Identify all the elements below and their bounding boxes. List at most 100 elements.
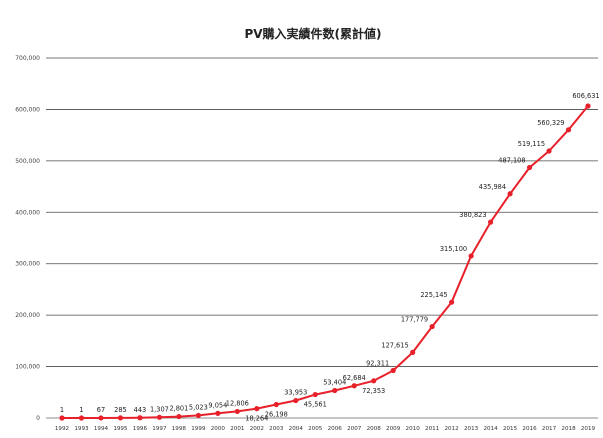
data-label: 62,684	[343, 374, 366, 382]
data-point	[254, 406, 260, 412]
gridlines	[46, 57, 598, 419]
data-label: 2,801	[169, 405, 188, 413]
x-tick-label: 2004	[289, 426, 304, 432]
data-point	[546, 148, 552, 154]
x-tick-label: 1993	[74, 426, 89, 432]
data-label: 443	[134, 406, 147, 414]
data-label: 12,806	[226, 399, 249, 407]
data-label: 380,823	[459, 211, 486, 219]
data-point	[273, 401, 279, 408]
x-tick-label: 2003	[269, 426, 284, 432]
x-tick-label: 1999	[191, 426, 206, 432]
y-tick-label: 400,000	[15, 209, 40, 216]
data-label: 18,264	[245, 415, 268, 423]
data-point	[195, 412, 201, 419]
x-tick-label: 2016	[522, 426, 537, 432]
x-tick-label: 2006	[328, 426, 343, 432]
data-label: 606,631	[572, 92, 599, 100]
data-point	[215, 410, 221, 416]
x-tick-label: 2017	[542, 426, 557, 432]
x-tick-label: 2012	[445, 426, 459, 432]
data-label: 33,953	[284, 389, 307, 397]
data-point	[234, 408, 240, 415]
x-tick-label: 2001	[230, 426, 245, 432]
x-tick-label: 1995	[113, 426, 128, 432]
data-point	[117, 415, 124, 421]
data-point	[526, 164, 533, 171]
data-point	[565, 127, 572, 133]
data-point	[487, 219, 494, 225]
data-point	[390, 367, 396, 374]
x-tick-label: 2014	[483, 426, 498, 432]
x-axis-tick-labels: 1992 1993 1994 1995 1996 1997 1998 1999 2000 2001…	[55, 426, 596, 432]
x-tick-label: 2019	[581, 426, 596, 432]
data-label: 225,145	[420, 291, 447, 299]
data-point	[410, 349, 416, 355]
data-point	[98, 415, 104, 421]
y-tick-label: 700,000	[15, 55, 40, 62]
data-point	[156, 414, 163, 420]
data-label: 519,115	[518, 140, 545, 148]
data-point	[507, 191, 513, 197]
data-label: 53,404	[323, 379, 346, 387]
data-label: 285	[114, 406, 127, 414]
data-point	[371, 378, 377, 384]
x-tick-label: 2002	[250, 426, 264, 432]
x-tick-label: 2013	[464, 426, 479, 432]
x-tick-label: 2008	[367, 426, 382, 432]
data-label: 9,054	[208, 401, 227, 409]
y-axis-tick-labels: 0 100,000 200,000 300,000 400,000 500,000 600,…	[15, 55, 40, 422]
data-label: 92,311	[366, 360, 389, 368]
data-point	[293, 397, 299, 404]
data-point	[59, 415, 65, 421]
y-tick-label: 600,000	[15, 106, 40, 113]
data-label: 45,561	[304, 401, 327, 409]
data-label: 1	[60, 406, 64, 414]
x-tick-label: 2000	[211, 426, 226, 432]
data-point	[78, 415, 85, 421]
data-label: 127,615	[381, 341, 408, 349]
data-point	[468, 253, 474, 259]
x-tick-label: 1998	[172, 426, 187, 432]
data-point	[312, 391, 318, 398]
data-label: 560,329	[537, 119, 564, 127]
data-label: 487,108	[498, 156, 525, 164]
y-tick-label: 200,000	[15, 312, 40, 319]
data-label: 435,984	[479, 183, 506, 191]
x-tick-label: 1994	[94, 426, 109, 432]
data-label: 1,307	[150, 405, 169, 413]
data-label: 26,198	[265, 411, 288, 419]
data-label: 72,353	[362, 387, 385, 395]
x-tick-label: 1996	[133, 426, 148, 432]
x-tick-label: 2011	[425, 426, 440, 432]
x-tick-label: 2005	[308, 426, 323, 432]
data-point	[332, 387, 338, 394]
data-label: 177,779	[401, 316, 428, 324]
data-point	[137, 415, 143, 421]
x-tick-label: 2010	[406, 426, 421, 432]
data-label: 5,023	[189, 403, 208, 411]
data-point	[585, 103, 591, 109]
y-tick-label: 100,000	[15, 364, 40, 371]
chart-title: PV購入実績件数(累計値)	[244, 26, 381, 41]
series-line	[62, 105, 589, 419]
data-point	[351, 383, 357, 389]
data-label: 315,100	[440, 245, 467, 253]
data-point	[176, 413, 182, 420]
x-tick-label: 2007	[347, 426, 362, 432]
y-tick-label: 500,000	[15, 158, 40, 165]
x-tick-label: 2015	[503, 426, 518, 432]
x-tick-label: 2018	[561, 426, 576, 432]
data-label: 67	[97, 406, 105, 414]
data-series	[59, 103, 591, 421]
x-tick-label: 1992	[55, 426, 69, 432]
data-label: 1	[79, 406, 83, 414]
data-point	[449, 299, 455, 305]
data-point	[429, 323, 435, 330]
x-tick-label: 2009	[386, 426, 401, 432]
y-tick-label: 0	[36, 415, 40, 422]
x-tick-label: 1997	[152, 426, 167, 432]
